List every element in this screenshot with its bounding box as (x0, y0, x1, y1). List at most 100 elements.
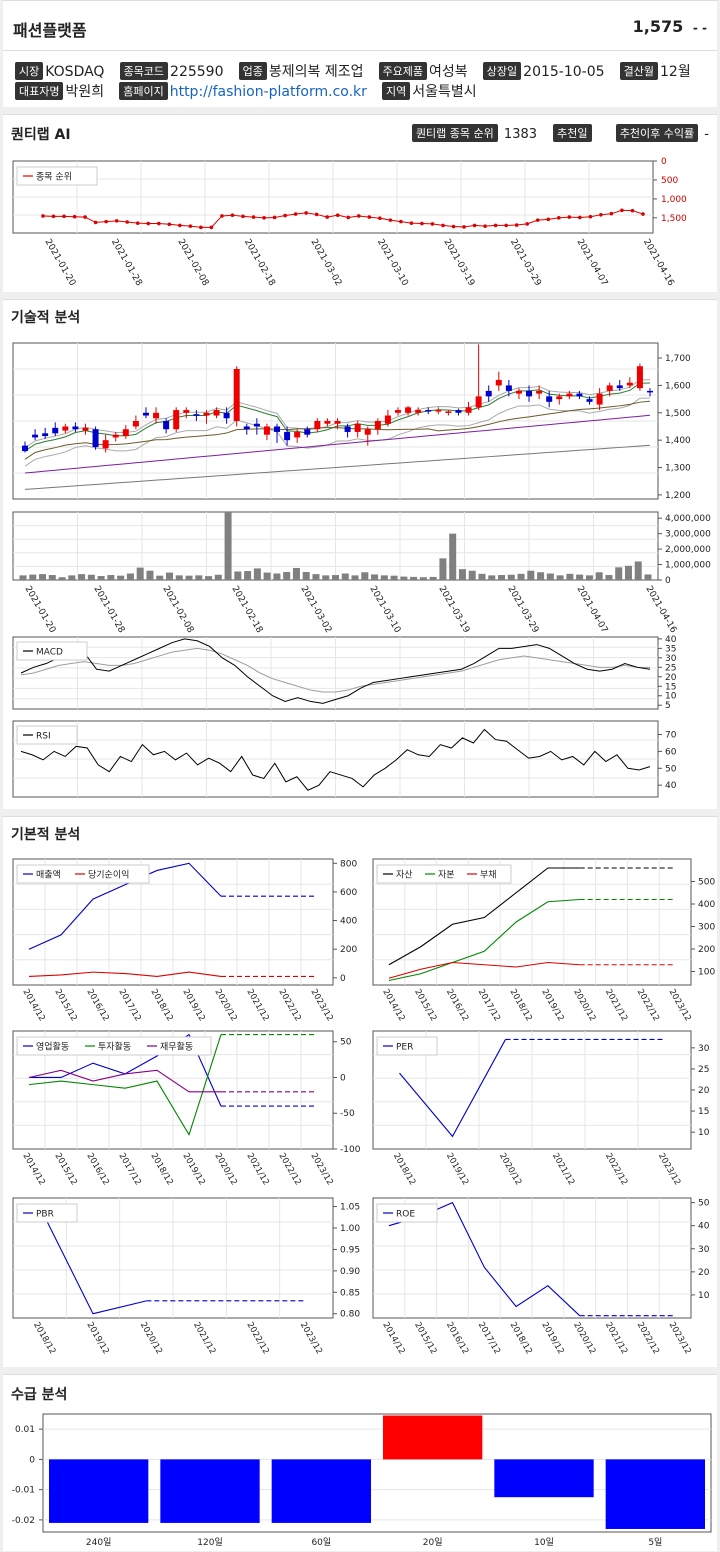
legend-label: 자본 (438, 870, 455, 881)
candle-body (304, 429, 311, 435)
rank-value: 1383 (503, 127, 538, 142)
rsi-y-label: 50 (665, 764, 677, 774)
macd-y-label: 40 (665, 635, 677, 645)
market-value: KOSDAQ (45, 64, 105, 80)
series-line (388, 898, 580, 982)
rank-point (620, 208, 624, 213)
candle-body (32, 434, 39, 438)
listed-label: 상장일 (482, 62, 522, 80)
homepage-link[interactable]: http://fashion-platform.co.kr (169, 84, 367, 100)
rank-point (83, 215, 87, 219)
macd-y-label: 15 (665, 682, 676, 692)
fund-x-label: 2022/12 (635, 988, 661, 1024)
candle-body (636, 366, 643, 389)
volume-bar (634, 561, 642, 580)
legend-label: MACD (36, 648, 63, 658)
fund-y-label: 10 (698, 1291, 710, 1301)
volume-bar (429, 576, 437, 580)
fund-x-label: 2021/12 (244, 1152, 270, 1188)
supply-x-label: 240일 (86, 1537, 111, 1548)
legend-label: RSI (36, 732, 51, 742)
fund-x-label: 2016/12 (84, 988, 110, 1024)
rank-point (472, 223, 477, 228)
rank-y-label: 1,500 (661, 214, 687, 224)
series-line (399, 1039, 506, 1138)
code-value: 225590 (170, 64, 224, 80)
return-value: - (704, 127, 709, 142)
quantilab-stats: 퀀티랩 종목 순위 1383 추천일 추천이후 수익률 - (411, 124, 709, 142)
rank-point (388, 218, 393, 222)
candle-body (183, 410, 190, 413)
legend-label: 투자활동 (98, 1041, 131, 1053)
fund-x-label: 2018/12 (508, 988, 534, 1024)
fund-y-label: 1.00 (340, 1224, 360, 1234)
volume-bar (273, 573, 281, 580)
legend-label: PER (396, 1043, 413, 1053)
candle-body (112, 434, 119, 438)
market-label: 시장 (15, 62, 44, 80)
candle-body (515, 390, 522, 394)
fund-x-label: 2015/12 (412, 988, 438, 1024)
rank-point (251, 215, 256, 219)
volume-bar (410, 576, 418, 580)
fundamental-title: 기본적 분석 (11, 827, 81, 843)
fund-x-label: 2018/12 (31, 1321, 57, 1357)
candle-body (374, 421, 381, 430)
rank-point (114, 219, 119, 223)
volume-bar (107, 575, 115, 580)
fund-x-label: 2017/12 (476, 988, 502, 1024)
volume-bar (117, 575, 125, 580)
series-line (28, 862, 222, 950)
fund-y-label: 15 (698, 1107, 709, 1117)
legend-box (16, 1036, 212, 1056)
legend-label: 종목 순위 (36, 172, 72, 183)
candle-body (193, 414, 200, 416)
rank-point (62, 214, 66, 219)
volume-bar (371, 574, 379, 580)
price-value: 1,575 (632, 17, 684, 36)
series-line (39, 1206, 147, 1315)
fund-x-label: 2014/12 (20, 988, 46, 1024)
rank-point (104, 219, 108, 224)
quantilab-title: 퀀티랩 AI (11, 127, 71, 143)
series-line (388, 867, 580, 966)
fund-x-label: 2023/12 (667, 1321, 693, 1357)
rank-point (630, 208, 635, 213)
volume-bar (165, 572, 173, 580)
candle-body (132, 421, 139, 427)
volume-bar (341, 573, 349, 580)
rank-point (125, 220, 130, 224)
tech-x-label: 2021-01-20 (22, 585, 57, 636)
rank-point (199, 225, 203, 230)
legend-label: 재무활동 (160, 1041, 193, 1053)
fund-y-label: 0 (340, 974, 346, 984)
volume-bar (498, 575, 506, 580)
fund-y-label: 20 (698, 1268, 710, 1278)
candle-body (485, 390, 492, 397)
volume-y-label: 0 (665, 576, 671, 586)
rank-point (493, 223, 498, 228)
fund-x-label: 2019/12 (539, 1321, 565, 1357)
product-label: 주요제품 (378, 62, 428, 80)
rank-point (588, 214, 593, 219)
fund-y-label: 300 (698, 923, 715, 933)
candle-body (425, 410, 432, 412)
candle-body (445, 411, 452, 413)
macd-y-label: 35 (665, 644, 676, 654)
rank-point (451, 224, 456, 229)
candle-body (52, 427, 59, 434)
candle-body (354, 423, 361, 432)
legend-label: 매출액 (36, 869, 61, 881)
ma-longest-line (24, 444, 651, 490)
fund-x-label: 2016/12 (444, 1321, 470, 1357)
volume-bar (517, 573, 525, 580)
fund-x-label: 2021/12 (191, 1321, 217, 1357)
fund-y-label: 0.95 (340, 1245, 360, 1255)
rank-y-label: 1,000 (661, 195, 687, 205)
volume-bar (644, 574, 652, 580)
tech-x-label: 2021-03-10 (367, 585, 402, 636)
homepage-label: 홈페이지 (119, 82, 168, 100)
fund-x-label: 2019/12 (539, 988, 565, 1024)
fund-x-label: 2019/12 (180, 988, 206, 1024)
